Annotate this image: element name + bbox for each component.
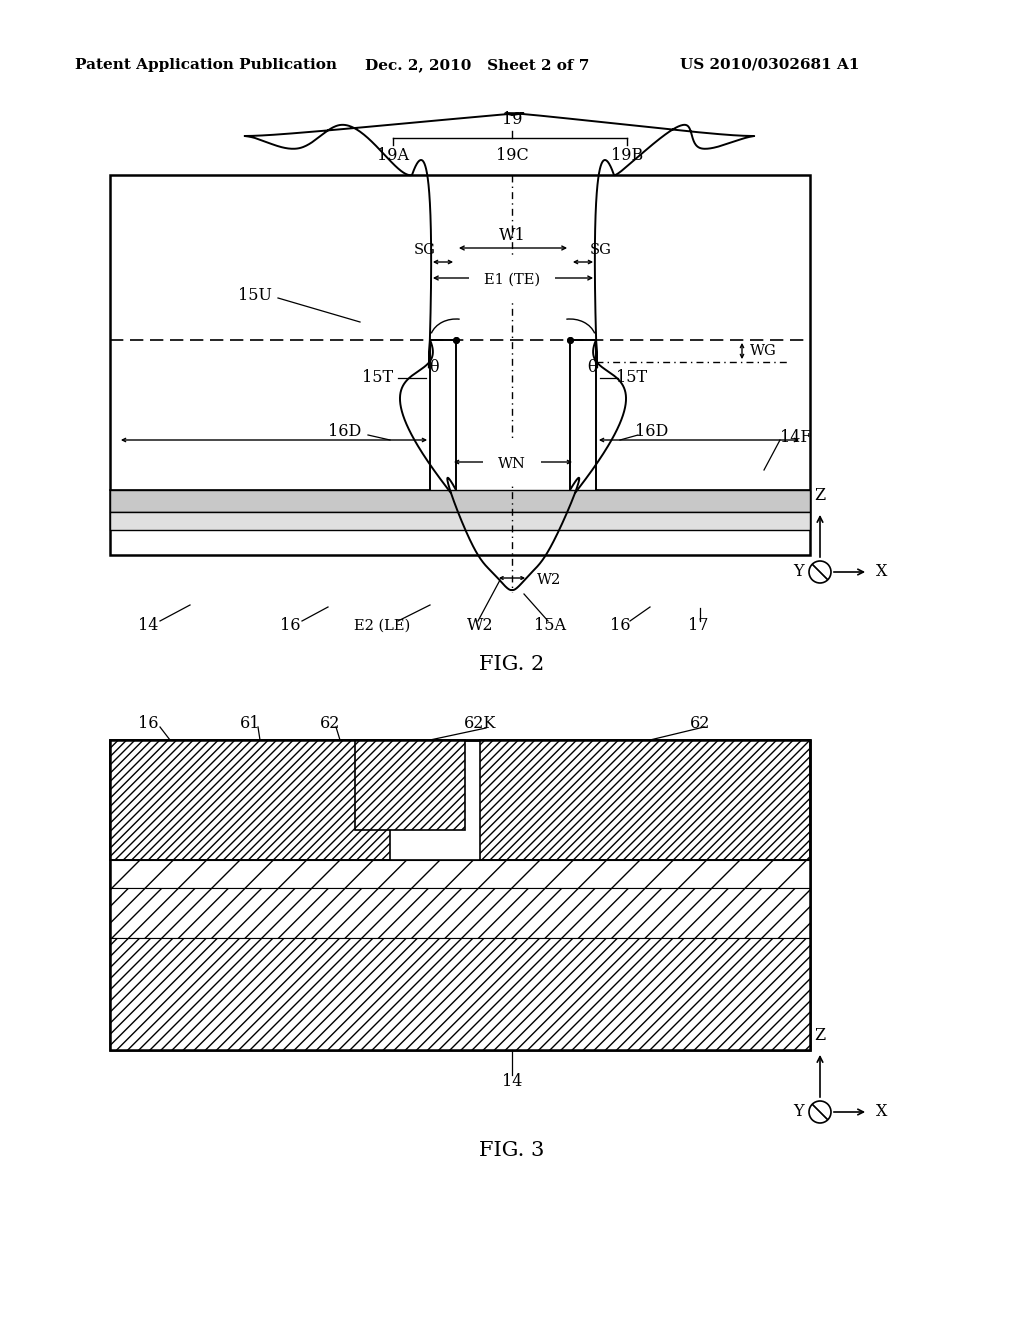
Text: 16D: 16D — [635, 424, 669, 441]
Text: θ: θ — [587, 359, 597, 376]
Text: 16: 16 — [280, 618, 300, 635]
Text: 16: 16 — [609, 618, 630, 635]
Text: 62: 62 — [319, 715, 340, 733]
Text: Z: Z — [814, 487, 825, 504]
Text: 16: 16 — [138, 715, 159, 733]
Text: W2: W2 — [537, 573, 561, 587]
Text: Dec. 2, 2010   Sheet 2 of 7: Dec. 2, 2010 Sheet 2 of 7 — [365, 58, 590, 73]
Bar — [110, 512, 810, 531]
Text: 15T: 15T — [362, 370, 393, 387]
Bar — [110, 888, 810, 939]
Text: FIG. 3: FIG. 3 — [479, 1140, 545, 1159]
Text: Patent Application Publication: Patent Application Publication — [75, 58, 337, 73]
Text: WN: WN — [498, 457, 526, 471]
Text: 19B: 19B — [611, 147, 643, 164]
Text: 14: 14 — [138, 618, 158, 635]
Text: Z: Z — [814, 1027, 825, 1044]
Text: 19C: 19C — [496, 147, 528, 164]
Text: 19: 19 — [502, 111, 522, 128]
Text: θ: θ — [429, 359, 439, 376]
Text: 14: 14 — [502, 1073, 522, 1090]
Text: FIG. 2: FIG. 2 — [479, 656, 545, 675]
Text: 15A: 15A — [534, 618, 566, 635]
Text: 62: 62 — [690, 715, 711, 733]
Bar — [110, 176, 810, 554]
Text: 14F: 14F — [780, 429, 811, 446]
Text: W1: W1 — [499, 227, 525, 244]
Text: 62K: 62K — [464, 715, 497, 733]
Text: US 2010/0302681 A1: US 2010/0302681 A1 — [680, 58, 859, 73]
Bar — [480, 741, 810, 861]
Circle shape — [809, 561, 831, 583]
Text: 15U: 15U — [238, 286, 272, 304]
Circle shape — [809, 1101, 831, 1123]
Text: 16D: 16D — [329, 424, 361, 441]
Text: E2 (LE): E2 (LE) — [354, 619, 411, 634]
Bar — [355, 741, 465, 830]
Text: SG: SG — [414, 243, 436, 257]
Text: 61: 61 — [240, 715, 260, 733]
Text: 15T: 15T — [616, 370, 647, 387]
Text: E1 (TE): E1 (TE) — [484, 273, 540, 286]
Bar — [110, 741, 810, 1049]
Bar — [110, 861, 810, 888]
Bar — [110, 490, 810, 512]
Text: Y: Y — [794, 564, 804, 581]
Text: 17: 17 — [688, 618, 709, 635]
Text: X: X — [876, 564, 888, 581]
Text: W2: W2 — [467, 618, 494, 635]
Text: X: X — [876, 1104, 888, 1121]
Text: SG: SG — [590, 243, 612, 257]
Bar — [110, 741, 390, 861]
Text: 19A: 19A — [377, 147, 409, 164]
Bar — [110, 741, 810, 1049]
Bar — [110, 939, 810, 1049]
Text: WG: WG — [750, 345, 777, 358]
Text: Y: Y — [794, 1104, 804, 1121]
